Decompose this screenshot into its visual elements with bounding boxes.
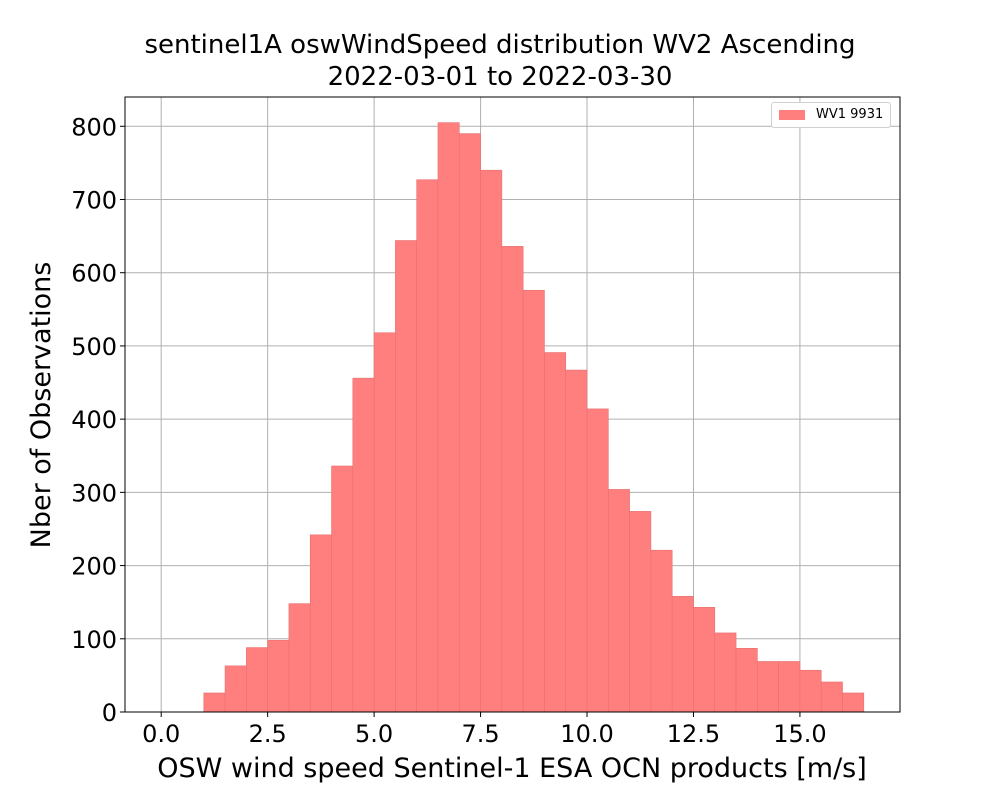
legend-label: WV1 9931 (816, 107, 884, 122)
x-tick-label: 10.0 (560, 720, 613, 748)
histogram-bar (437, 122, 460, 713)
histogram-bar (331, 465, 354, 713)
histogram-bar (671, 596, 694, 713)
x-tick-label: 0.0 (142, 720, 180, 748)
histogram-bar (714, 632, 737, 713)
histogram-bar (650, 549, 673, 713)
histogram-bar (565, 369, 588, 713)
histogram-bar (203, 692, 226, 713)
histogram-bar (309, 534, 332, 713)
y-tick-label: 300 (71, 479, 117, 507)
y-tick-label: 200 (71, 553, 117, 581)
histogram-bar (416, 179, 439, 713)
y-tick-label: 700 (71, 187, 117, 215)
y-tick-label: 500 (71, 333, 117, 361)
histogram-bar (544, 352, 567, 713)
histogram-bar (522, 289, 545, 713)
histogram-bar (629, 511, 652, 713)
histogram-bar (480, 169, 503, 713)
y-tick-label: 800 (71, 113, 117, 141)
x-tick-label: 2.5 (249, 720, 287, 748)
histogram-bar (288, 603, 311, 713)
x-tick-label: 15.0 (773, 720, 826, 748)
legend: WV1 9931 (771, 102, 891, 128)
x-tick-label: 12.5 (667, 720, 720, 748)
histogram-bar (757, 661, 779, 713)
histogram-bar (352, 377, 375, 713)
chart-title: sentinel1A oswWindSpeed distribution WV2… (144, 30, 856, 60)
x-axis-label: OSW wind speed Sentinel-1 ESA OCN produc… (157, 753, 867, 784)
legend-swatch (779, 110, 805, 120)
x-tick-label: 5.0 (355, 720, 393, 748)
histogram-bars (203, 122, 865, 713)
histogram-bar (501, 246, 524, 713)
histogram-bar (778, 661, 801, 713)
y-tick-label: 0 (102, 699, 117, 727)
histogram-bar (395, 240, 417, 713)
histogram-bar (267, 639, 290, 713)
histogram-bar (693, 607, 716, 713)
y-tick-label: 100 (71, 626, 117, 654)
histogram-bar (799, 669, 822, 713)
histogram-bar (735, 648, 758, 713)
histogram-bar (458, 133, 481, 713)
histogram-bar (842, 692, 865, 713)
y-tick-label: 600 (71, 260, 117, 288)
chart-subtitle: 2022-03-01 to 2022-03-30 (327, 62, 673, 92)
histogram-bar (224, 665, 247, 713)
histogram-bar (586, 408, 609, 713)
histogram-bar (608, 489, 630, 713)
y-tick-label: 400 (71, 406, 117, 434)
x-tick-label: 7.5 (461, 720, 499, 748)
axis-ticks: 0.0 2.5 5.0 7.5 10.0 12.5 15.0 0 100 200 300 400 500… (71, 113, 826, 748)
plot-frame (124, 96, 901, 713)
histogram-bar (246, 647, 268, 713)
histogram-bar (373, 332, 396, 713)
y-axis-label: Nber of Observations (26, 262, 57, 549)
histogram-bar (820, 681, 843, 713)
